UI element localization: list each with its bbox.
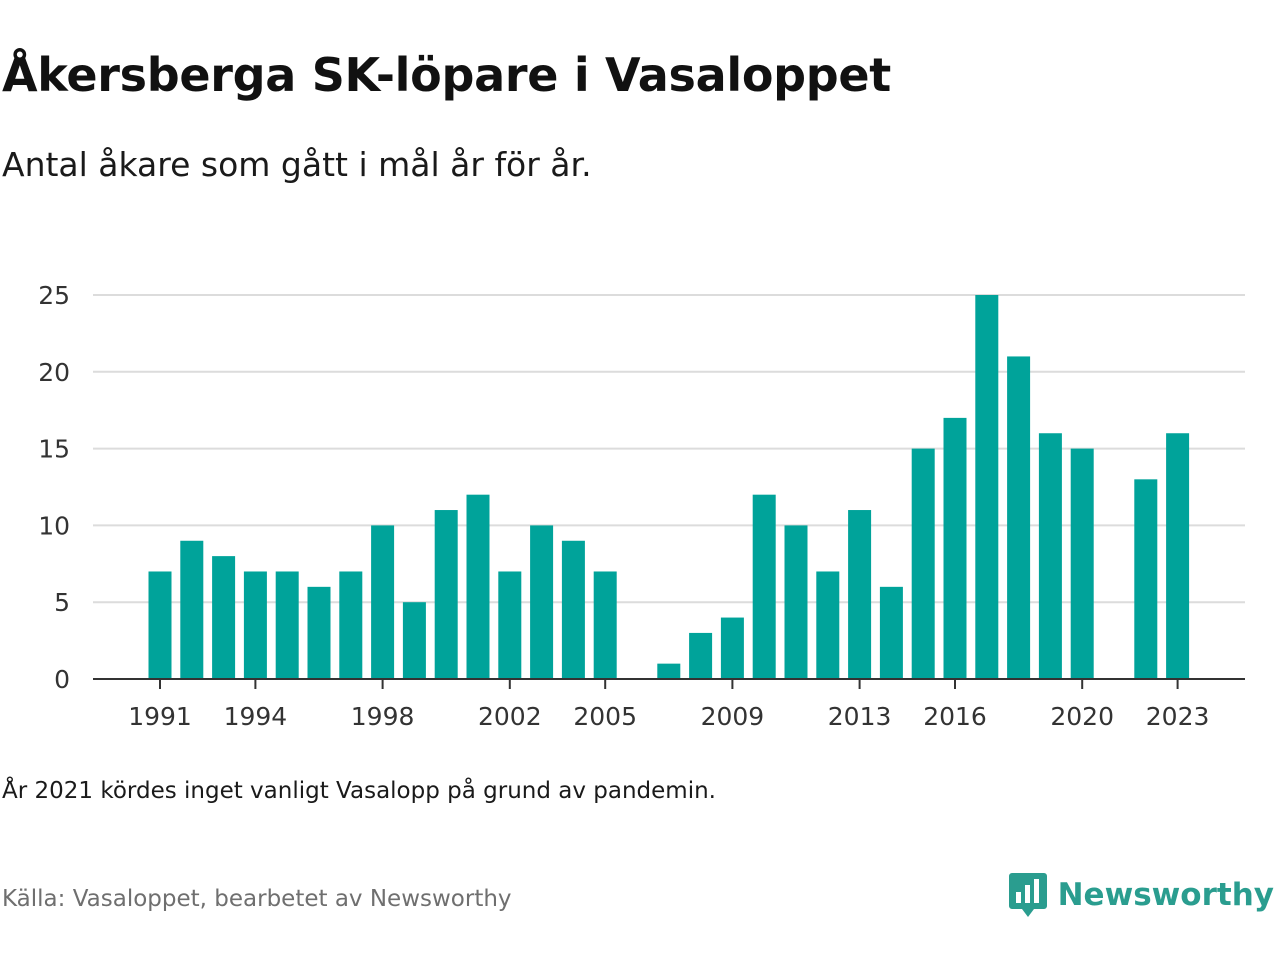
bar-2023 bbox=[1166, 433, 1190, 679]
bar-1992 bbox=[180, 540, 204, 679]
y-tick-label-10: 10 bbox=[38, 511, 70, 540]
y-tick-label-15: 15 bbox=[38, 435, 70, 464]
x-tick-label-2016: 2016 bbox=[923, 702, 987, 731]
bar-2003 bbox=[530, 525, 554, 679]
x-tick-labels: 1991 1994 1998 2002 2005 2009 2013 2016 2020 2023 bbox=[128, 702, 1209, 731]
bar-2014 bbox=[879, 586, 903, 679]
x-tick-label-1994: 1994 bbox=[224, 702, 288, 731]
newsworthy-logo: Newsworthy bbox=[1008, 870, 1274, 920]
bar-2013 bbox=[848, 510, 872, 679]
bar-1994 bbox=[243, 571, 267, 679]
bar-2004 bbox=[561, 540, 585, 679]
bar-1991 bbox=[148, 571, 172, 679]
bar-1993 bbox=[212, 556, 236, 679]
x-tick-label-2002: 2002 bbox=[478, 702, 542, 731]
bar-2009 bbox=[720, 617, 744, 679]
bar-2019 bbox=[1038, 433, 1062, 679]
bar-1999 bbox=[402, 602, 426, 679]
bar-2022 bbox=[1134, 479, 1158, 679]
source-credit: Källa: Vasaloppet, bearbetet av Newswort… bbox=[2, 886, 512, 912]
x-tick-label-2005: 2005 bbox=[573, 702, 637, 731]
y-tick-label-25: 25 bbox=[38, 281, 70, 310]
x-tick-label-2013: 2013 bbox=[828, 702, 892, 731]
y-tick-label-0: 0 bbox=[54, 665, 70, 694]
bar-2008 bbox=[689, 632, 713, 679]
bar-1996 bbox=[307, 586, 331, 679]
bar-2012 bbox=[816, 571, 840, 679]
chart-note: År 2021 kördes inget vanligt Vasalopp på… bbox=[2, 778, 716, 804]
bar-2001 bbox=[466, 494, 490, 679]
bar-2007 bbox=[657, 663, 681, 679]
bar-2015 bbox=[911, 448, 935, 679]
x-tick-label-1991: 1991 bbox=[128, 702, 192, 731]
logo-text: Newsworthy bbox=[1057, 877, 1274, 913]
chart-subtitle: Antal åkare som gått i mål år för år. bbox=[2, 145, 592, 184]
bar-2000 bbox=[434, 510, 458, 679]
x-tick-label-2009: 2009 bbox=[701, 702, 765, 731]
bar-2016 bbox=[943, 417, 967, 679]
bar-2018 bbox=[1007, 356, 1031, 679]
x-tick-label-1998: 1998 bbox=[351, 702, 415, 731]
bar-1998 bbox=[371, 525, 395, 679]
bar-2005 bbox=[593, 571, 617, 679]
y-tick-label-20: 20 bbox=[38, 358, 70, 387]
bar-2017 bbox=[975, 295, 999, 679]
bar-2010 bbox=[752, 494, 776, 679]
bar-1997 bbox=[339, 571, 363, 679]
x-tick-label-2023: 2023 bbox=[1146, 702, 1210, 731]
bar-1995 bbox=[275, 571, 299, 679]
y-tick-labels: 0 5 10 15 20 25 bbox=[38, 281, 70, 694]
newsworthy-chart-bubble-icon bbox=[1008, 873, 1047, 917]
y-tick-label-5: 5 bbox=[54, 588, 70, 617]
chart-title: Åkersberga SK-löpare i Vasaloppet bbox=[2, 48, 891, 102]
bars bbox=[148, 295, 1190, 679]
x-axis bbox=[93, 678, 1245, 689]
bar-2011 bbox=[784, 525, 808, 679]
bar-chart: 0 5 10 15 20 25 1991 1994 1998 2002 2005 2009 2013 2… bbox=[38, 281, 1245, 731]
bar-2020 bbox=[1070, 448, 1094, 679]
bar-2002 bbox=[498, 571, 522, 679]
x-tick-label-2020: 2020 bbox=[1050, 702, 1114, 731]
